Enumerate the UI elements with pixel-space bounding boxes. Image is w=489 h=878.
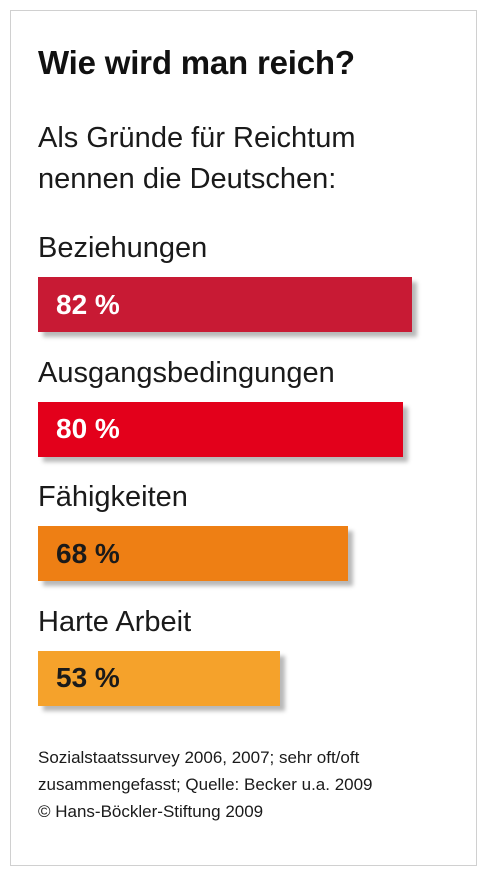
source-note: Sozialstaatssurvey 2006, 2007; sehr oft/… — [38, 744, 478, 825]
category-label: Fähigkeiten — [38, 481, 188, 513]
chart-title: Wie wird man reich? — [38, 44, 355, 81]
bar-value-label: 82 % — [56, 288, 120, 320]
category-label: Harte Arbeit — [38, 605, 192, 638]
subtitle-line: Als Gründe für Reichtum — [38, 122, 356, 154]
subtitle-line: nennen die Deutschen: — [38, 163, 337, 195]
category-label: Ausgangsbedingungen — [38, 356, 335, 389]
bar: 80 % — [38, 401, 403, 457]
bar-value-label: 53 % — [56, 662, 120, 693]
copyright-line: © Hans-Böckler-Stiftung 2009 — [38, 802, 264, 821]
bar: 82 % — [38, 277, 412, 332]
category-label: Beziehungen — [38, 232, 208, 264]
chart-subtitle: Als Gründe für Reichtum nennen die Deuts… — [38, 118, 458, 200]
bar: 53 % — [38, 650, 280, 706]
bar-value-label: 80 % — [56, 413, 120, 444]
source-line: Sozialstaatssurvey 2006, 2007; sehr oft/… — [38, 748, 360, 767]
bar: 68 % — [38, 526, 349, 581]
source-line: zusammengefasst; Quelle: Becker u.a. 200… — [38, 775, 373, 794]
bar-value-label: 68 % — [56, 537, 120, 569]
